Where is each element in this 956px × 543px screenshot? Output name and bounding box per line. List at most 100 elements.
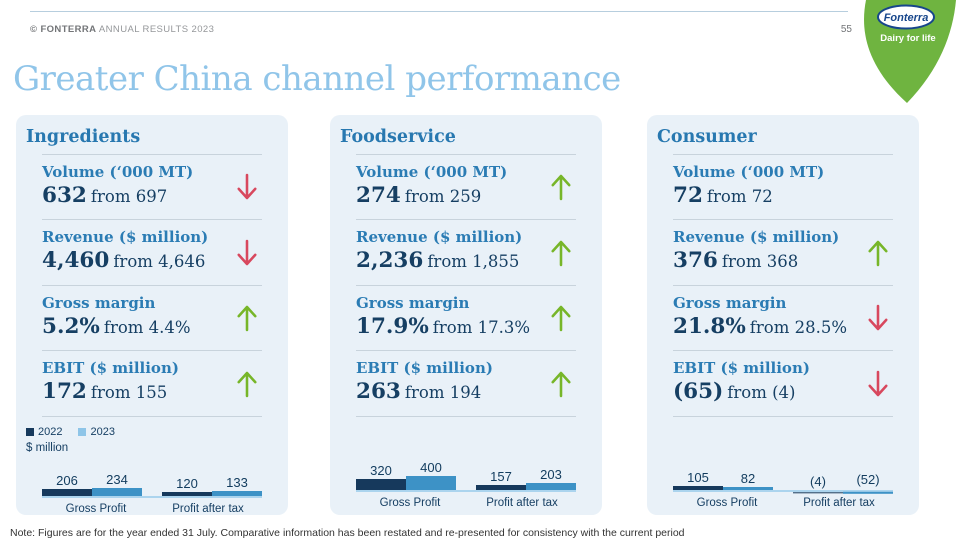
metric-prior-value: from 259 [404, 186, 482, 206]
trend-arrow-icon [236, 369, 258, 399]
bar-2022 [42, 488, 92, 496]
metric-value-line: 72 from 72 [673, 182, 893, 209]
metric-prior-value: from 4.4% [103, 317, 191, 337]
bar-value-label: 133 [226, 475, 248, 491]
metric-value-line: 172 from 155 [42, 379, 262, 405]
bar-group-gross-profit: 320 400 [356, 461, 456, 490]
bar-column: (4) [793, 475, 843, 493]
fonterra-logo: Fonterra Dairy for life [864, 0, 956, 103]
metric-row-volume: Volume (‘000 MT) 274 from 259 [356, 155, 576, 221]
bar-2022 [673, 486, 723, 490]
chart-category-labels: Gross Profit Profit after tax [42, 503, 262, 515]
metric-value-line: 5.2% from 4.4% [42, 313, 262, 340]
metric-row-gross-margin: Gross margin 5.2% from 4.4% [42, 286, 262, 352]
trend-arrow-icon [550, 369, 572, 399]
metric-prior-value: from 1,855 [427, 252, 520, 272]
metric-label: Revenue ($ million) [673, 228, 840, 247]
metric-label: EBIT ($ million) [673, 359, 810, 378]
metric-value-line: 17.9% from 17.3% [356, 313, 576, 340]
metric-prior-value: from 17.3% [432, 317, 531, 337]
panel-consumer: Consumer Volume (‘000 MT) 72 from 72 Reve… [647, 115, 919, 515]
bar-column: 105 [673, 471, 723, 490]
metric-label: EBIT ($ million) [42, 359, 179, 378]
metric-prior-value: from 194 [404, 383, 482, 403]
category-label: Gross Profit [65, 502, 127, 515]
bar-value-label: 400 [420, 460, 442, 476]
metric-row-ebit: EBIT ($ million) 172 from 155 [42, 351, 262, 417]
metric-label: Volume (‘000 MT) [356, 163, 508, 181]
bar-group-profit-after-tax: 120 133 [162, 476, 262, 496]
copyright-brand: © FONTERRA [30, 24, 97, 35]
bar-value-label: 82 [740, 471, 756, 487]
trend-arrow-icon [867, 238, 889, 268]
bar-column: 157 [476, 470, 526, 490]
page-title: Greater China channel performance [13, 59, 621, 99]
chart-unit-label: $ million [26, 441, 69, 454]
metric-rows: Volume (‘000 MT) 632 from 697 Revenue ($ … [42, 154, 262, 417]
metric-prior-value: from 155 [90, 383, 168, 403]
metric-value-line: 2,236 from 1,855 [356, 248, 576, 274]
metric-label: Volume (‘000 MT) [673, 163, 825, 181]
trend-arrow-icon [236, 238, 258, 268]
metric-value-line: 21.8% from 28.5% [673, 314, 893, 340]
category-label: Gross Profit [379, 497, 441, 509]
panel-title: Consumer [657, 127, 757, 147]
metric-value-line: 274 from 259 [356, 182, 576, 209]
bar-2022 [162, 491, 212, 496]
logo-tagline-text: Dairy for life [880, 33, 935, 44]
bar-value-label: 203 [540, 467, 562, 483]
bar-value-label: 157 [490, 468, 512, 484]
bar-2023 [526, 483, 576, 490]
bar-2023 [406, 476, 456, 490]
copyright-text: © FONTERRA ANNUAL RESULTS 2023 [30, 24, 214, 35]
metric-value-line: 4,460 from 4,646 [42, 248, 262, 274]
bar-value-label: 320 [370, 463, 392, 479]
metric-label: Gross margin [673, 293, 787, 312]
trend-arrow-icon [550, 172, 572, 202]
metric-current-value: 17.9% [356, 313, 429, 339]
metric-rows: Volume (‘000 MT) 274 from 259 Revenue ($ … [356, 154, 576, 417]
metric-label: Revenue ($ million) [356, 228, 523, 247]
mini-bar-chart: 206 234 120 133 Gross Prof [42, 454, 262, 515]
panel-title: Ingredients [26, 127, 141, 147]
metric-value-line: (65) from (4) [673, 379, 893, 405]
metric-label: EBIT ($ million) [356, 359, 493, 378]
metric-current-value: 5.2% [42, 313, 100, 339]
metric-current-value: 274 [356, 182, 401, 208]
bar-column: 120 [162, 477, 212, 496]
chart-category-labels: Gross Profit Profit after tax [673, 497, 893, 509]
bar-2022 [356, 479, 406, 490]
metric-current-value: 172 [42, 379, 87, 405]
mini-bar-chart: 105 82 (4) (52) Gross Prof [673, 448, 893, 509]
bar-2023 [212, 491, 262, 496]
bar-column: 82 [723, 472, 773, 490]
mini-bar-chart: 320 400 157 203 Gross Prof [356, 448, 576, 509]
logo-oval [877, 4, 935, 30]
metric-current-value: (65) [673, 379, 724, 405]
category-label: Profit after tax [803, 497, 875, 509]
trend-arrow-icon [867, 369, 889, 399]
metric-prior-value: from 368 [721, 252, 799, 272]
metric-label: Volume (‘000 MT) [42, 163, 194, 181]
bar-2023 [843, 492, 893, 494]
metric-prior-value: from 72 [706, 186, 773, 206]
bar-group-gross-profit: 105 82 [673, 471, 773, 490]
trend-arrow-icon [550, 303, 572, 333]
metric-row-gross-margin: Gross margin 21.8% from 28.5% [673, 286, 893, 352]
metric-current-value: 632 [42, 182, 87, 208]
metric-row-ebit: EBIT ($ million) (65) from (4) [673, 351, 893, 417]
legend-swatch-2022 [26, 427, 34, 436]
category-label: Gross Profit [696, 497, 758, 509]
trend-arrow-icon [867, 303, 889, 333]
legend-label-2023: 2023 [90, 425, 115, 438]
metric-current-value: 72 [673, 182, 703, 208]
chart-category-labels: Gross Profit Profit after tax [356, 497, 576, 509]
metric-current-value: 2,236 [356, 248, 424, 274]
metric-row-ebit: EBIT ($ million) 263 from 194 [356, 351, 576, 417]
bar-value-label: 234 [106, 471, 128, 487]
legend-item-2023: 2023 [78, 425, 115, 438]
bar-value-label: (52) [856, 472, 880, 488]
bar-value-label: 120 [176, 475, 198, 491]
category-label: Profit after tax [486, 497, 558, 509]
metric-current-value: 4,460 [42, 248, 110, 274]
